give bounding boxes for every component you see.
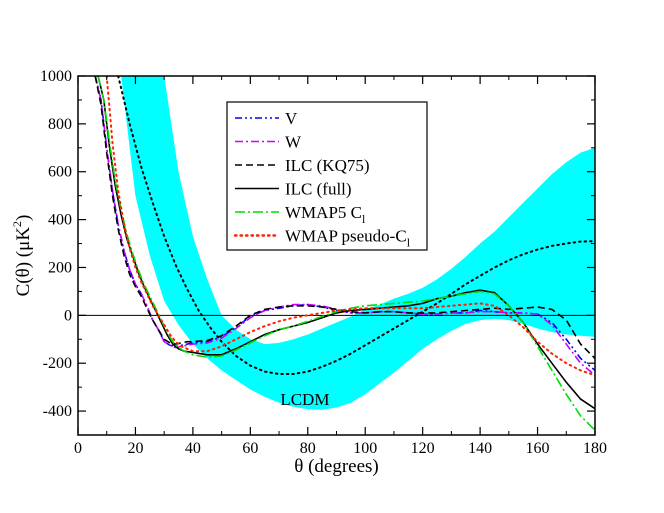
lcdm-band [92,76,595,410]
legend-label: ILC (KQ75) [285,156,370,175]
legend-label: WMAP pseudo-Cl [285,227,411,250]
x-tick-label: 20 [127,440,143,457]
legend-label-main: V [285,109,298,128]
series-line-wmap5-c-l [97,76,595,431]
y-tick-label: 1000 [40,68,72,85]
legend-label-main: ILC (KQ75) [285,156,370,175]
y-tick-label: 600 [48,164,72,181]
series-line-lcdm [117,76,595,375]
legend-label-main: WMAP pseudo-C [285,227,407,246]
band-layer [92,76,595,410]
x-tick-label: 100 [353,440,377,457]
x-tick-label: 0 [74,440,82,457]
legend-label: V [285,109,298,128]
legend-label: W [285,133,302,152]
y-tick-label: 400 [48,212,72,229]
x-tick-label: 120 [411,440,435,457]
y-tick-label: -200 [43,355,72,372]
y-tick-label: 0 [64,307,72,324]
y-axis-title: C(θ) (μK2) [10,215,34,297]
x-tick-label: 140 [468,440,492,457]
lcdm-annotation: LCDM [280,390,329,409]
y-tick-label: 800 [48,116,72,133]
legend-box [226,101,428,251]
x-tick-label: 80 [300,440,316,457]
series-line-w [94,76,595,376]
x-tick-label: 60 [242,440,258,457]
legend-label-main: W [285,133,302,152]
legend-label-sub: l [362,212,366,226]
x-tick-label: 40 [185,440,201,457]
legend-label-main: ILC (full) [285,180,352,199]
x-axis-title: θ (degrees) [294,456,379,477]
x-tick-label: 180 [583,440,607,457]
y-axis-title-close: ) [13,215,34,221]
legend-label-main: WMAP5 C [285,203,362,222]
x-tick-label: 160 [526,440,550,457]
y-tick-label: 200 [48,259,72,276]
y-tick-label: -400 [43,403,72,420]
series-layer [94,76,595,431]
legend-label-sub: l [407,236,411,250]
axis-layer: 0 20 40 60 80 100 120 140 160 180 -400 -200 0 200 400 6… [40,68,607,457]
legend-label: ILC (full) [285,180,352,199]
y-axis-title-main: C(θ) (μK [13,227,34,297]
legend-label: WMAP5 Cl [285,203,366,226]
series-line-ilc-kq75 [94,76,595,359]
y-axis-title-sup: 2 [10,221,24,227]
